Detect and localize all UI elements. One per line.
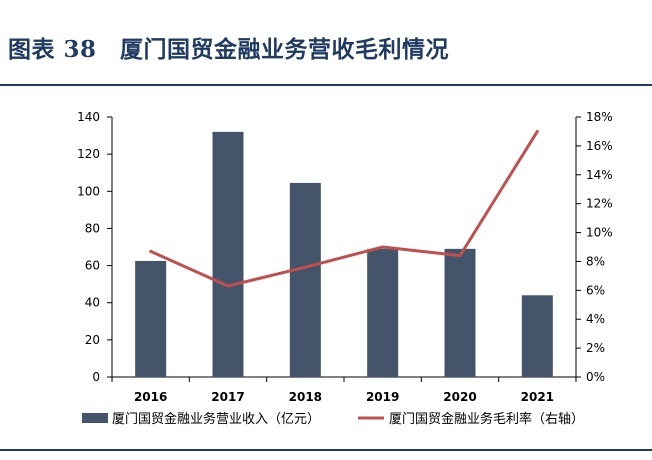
bar-series xyxy=(135,131,553,377)
y-left-tick-label: 0 xyxy=(92,370,100,384)
margin-line xyxy=(150,130,539,288)
y-left-tick-label: 100 xyxy=(77,184,100,198)
y-right-tick-label: 4% xyxy=(586,312,605,326)
y-right-tick-label: 12% xyxy=(586,197,613,211)
line-point-2021 xyxy=(535,129,539,133)
x-tick-label: 2016 xyxy=(134,390,167,404)
y-right-tick-label: 8% xyxy=(586,254,605,268)
y-right-tick-label: 14% xyxy=(586,168,613,182)
legend-line-label: 厦门国贸金融业务毛利率（右轴） xyxy=(389,411,584,427)
y-left-tick-label: 120 xyxy=(77,147,100,161)
bar-2016 xyxy=(135,260,167,377)
x-tick-label: 2017 xyxy=(211,390,244,404)
line-point-2016 xyxy=(149,249,153,253)
y-right-tick-label: 0% xyxy=(586,370,605,384)
legend: 厦门国贸金融业务营业收入（亿元） 厦门国贸金融业务毛利率（右轴） xyxy=(82,411,584,427)
bar-2018 xyxy=(289,182,321,377)
y-right-tick-label: 18% xyxy=(586,110,613,124)
chart-title: 图表 38 厦门国贸金融业务营收毛利情况 xyxy=(8,36,450,63)
line-point-2017 xyxy=(226,284,230,288)
y-left-tick-label: 40 xyxy=(85,296,100,310)
line-point-2019 xyxy=(381,245,385,249)
bar-2019 xyxy=(367,248,399,377)
legend-bar-label: 厦门国贸金融业务营业收入（亿元） xyxy=(112,411,320,427)
bar-2020 xyxy=(444,248,476,377)
line-point-2018 xyxy=(303,265,307,269)
y-left-tick-label: 80 xyxy=(85,221,100,235)
x-tick-label: 2021 xyxy=(521,390,554,404)
y-right-tick-label: 6% xyxy=(586,283,605,297)
axes: 0 20 40 60 80 100 120 140 0% 2% 4% 6% 8% 10% 12% 14% 16%… xyxy=(77,110,613,404)
line-series xyxy=(149,129,539,288)
bar-2017 xyxy=(212,131,244,377)
top-divider xyxy=(0,84,652,86)
bar-2021 xyxy=(521,295,553,377)
y-right-tick-label: 2% xyxy=(586,341,605,355)
legend-bar-swatch xyxy=(82,413,108,423)
x-tick-label: 2018 xyxy=(289,390,322,404)
y-right-tick-label: 10% xyxy=(586,226,613,240)
bottom-divider xyxy=(0,449,652,451)
x-tick-label: 2019 xyxy=(366,390,399,404)
y-left-tick-label: 60 xyxy=(85,259,100,273)
y-left-tick-label: 140 xyxy=(77,110,100,124)
y-left-tick-label: 20 xyxy=(85,333,100,347)
line-point-2020 xyxy=(458,254,462,258)
y-right-tick-label: 16% xyxy=(586,139,613,153)
x-tick-label: 2020 xyxy=(443,390,476,404)
